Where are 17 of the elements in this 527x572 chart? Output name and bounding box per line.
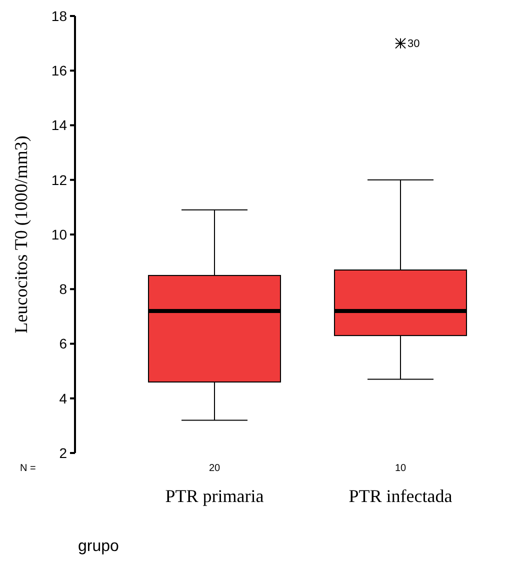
text: 20 [208,463,220,474]
y-tick-label: 16 [51,62,68,79]
y-tick-label: 4 [59,390,68,406]
y-tick-label: 14 [51,117,68,134]
y-tick-label: 18 [51,8,68,24]
y-tick-label: 10 [51,226,68,242]
text: 10 [394,463,406,474]
annotation: 30 [408,38,420,50]
x-tick-label: PTR infectada [348,486,452,506]
x-axis-title: grupo [78,538,120,555]
y-tick-label: 6 [59,336,68,352]
text: N = [20,463,36,474]
y-tick-label: 12 [51,172,68,188]
y-tick-label: 2 [59,444,68,461]
y-axis-title: Leucocitos T0 (1000/mm3) [11,136,31,334]
x-tick-label: PTR primaria [165,486,264,506]
y-tick-label: 8 [59,281,68,298]
